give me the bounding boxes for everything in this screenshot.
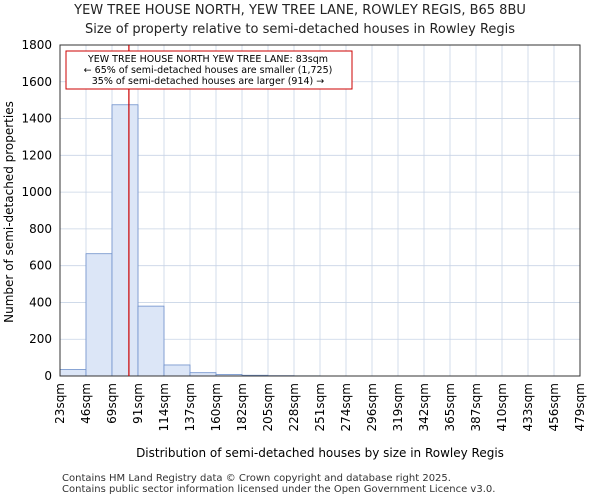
y-tick-label: 200 xyxy=(29,332,52,346)
y-tick-label: 1600 xyxy=(21,75,52,89)
plot-frame xyxy=(59,44,581,377)
x-tick-label: 387sqm xyxy=(469,383,483,431)
x-tick-label: 251sqm xyxy=(313,383,327,431)
chart-subtitle: Size of property relative to semi-detach… xyxy=(84,22,516,37)
y-tick-label: 1200 xyxy=(21,148,52,162)
x-tick-label: 69sqm xyxy=(105,383,119,424)
annotation-line-2: ← 65% of semi-detached houses are smalle… xyxy=(84,65,333,76)
x-tick-label: 456sqm xyxy=(547,383,561,431)
x-tick-label: 365sqm xyxy=(443,383,457,431)
footer-line-1: Contains HM Land Registry data © Crown c… xyxy=(62,473,451,484)
x-tick-label: 91sqm xyxy=(131,383,145,424)
x-tick-label: 274sqm xyxy=(339,383,353,431)
annotation-line-1: YEW TREE HOUSE NORTH YEW TREE LANE: 83sq… xyxy=(87,54,328,65)
histogram-bar xyxy=(85,253,113,377)
chart-header: YEW TREE HOUSE NORTH, YEW TREE LANE, ROW… xyxy=(0,0,600,39)
histogram-bar xyxy=(59,369,87,377)
y-tick-label: 1800 xyxy=(21,38,52,52)
y-tick-label: 800 xyxy=(29,222,52,236)
x-tick-label: 342sqm xyxy=(417,383,431,431)
y-axis-label: Number of semi-detached properties xyxy=(2,101,16,323)
footer: Contains HM Land Registry data © Crown c… xyxy=(62,473,495,495)
y-tick-label: 600 xyxy=(29,259,52,273)
x-tick-label: 23sqm xyxy=(53,383,67,424)
y-axis-ticks: 0 200 400 600 800 1000 1200 1400 1600 1800 xyxy=(21,38,52,383)
x-tick-label: 205sqm xyxy=(261,383,275,431)
x-tick-label: 137sqm xyxy=(183,383,197,431)
x-tick-label: 433sqm xyxy=(521,383,535,431)
x-tick-label: 114sqm xyxy=(157,383,171,431)
y-tick-label: 1400 xyxy=(21,112,52,126)
histogram-bar xyxy=(163,364,191,377)
histogram-bar xyxy=(111,104,139,377)
y-tick-label: 1000 xyxy=(21,185,52,199)
x-axis-label: Distribution of semi-detached houses by … xyxy=(136,446,504,460)
x-tick-label: 319sqm xyxy=(391,383,405,431)
y-tick-label: 400 xyxy=(29,295,52,309)
bars xyxy=(59,104,321,377)
chart-title: YEW TREE HOUSE NORTH, YEW TREE LANE, ROW… xyxy=(74,3,526,18)
x-axis-ticks: 23sqm 46sqm 69sqm 91sqm 114sqm 137sqm 160sqm 18… xyxy=(53,383,587,431)
histogram-bar xyxy=(137,305,165,377)
footer-line-2: Contains public sector information licen… xyxy=(62,484,496,495)
annotation-line-3: 35% of semi-detached houses are larger (… xyxy=(92,76,325,87)
x-tick-label: 479sqm xyxy=(573,383,587,431)
x-tick-label: 296sqm xyxy=(365,383,379,431)
x-tick-label: 46sqm xyxy=(79,383,93,424)
y-tick-label: 0 xyxy=(44,369,52,383)
x-tick-label: 182sqm xyxy=(235,383,249,431)
x-tick-label: 228sqm xyxy=(287,383,301,431)
annotation-box: YEW TREE HOUSE NORTH YEW TREE LANE: 83sq… xyxy=(65,50,353,90)
x-tick-label: 160sqm xyxy=(209,383,223,431)
x-tick-label: 410sqm xyxy=(495,383,509,431)
